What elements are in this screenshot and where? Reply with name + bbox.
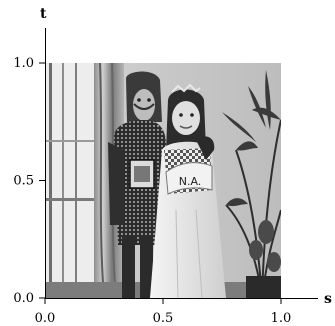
- x-tick-label: 0.0: [35, 311, 56, 326]
- y-axis-label: t: [40, 6, 47, 22]
- photograph-image: N.A.: [45, 63, 281, 298]
- y-tick-label: 0.5: [13, 174, 34, 189]
- x-ticks: 0.0 0.5 1.0: [35, 298, 292, 326]
- x-axis-label: s: [324, 291, 332, 307]
- x-tick-label: 1.0: [271, 311, 292, 326]
- y-ticks: 0.0 0.5 1.0: [13, 56, 45, 306]
- sash-text: N.A.: [179, 175, 202, 188]
- axes: [45, 28, 318, 299]
- x-tick-label: 0.5: [153, 311, 174, 326]
- y-tick-label: 0.0: [13, 291, 34, 306]
- y-tick-label: 1.0: [13, 56, 34, 71]
